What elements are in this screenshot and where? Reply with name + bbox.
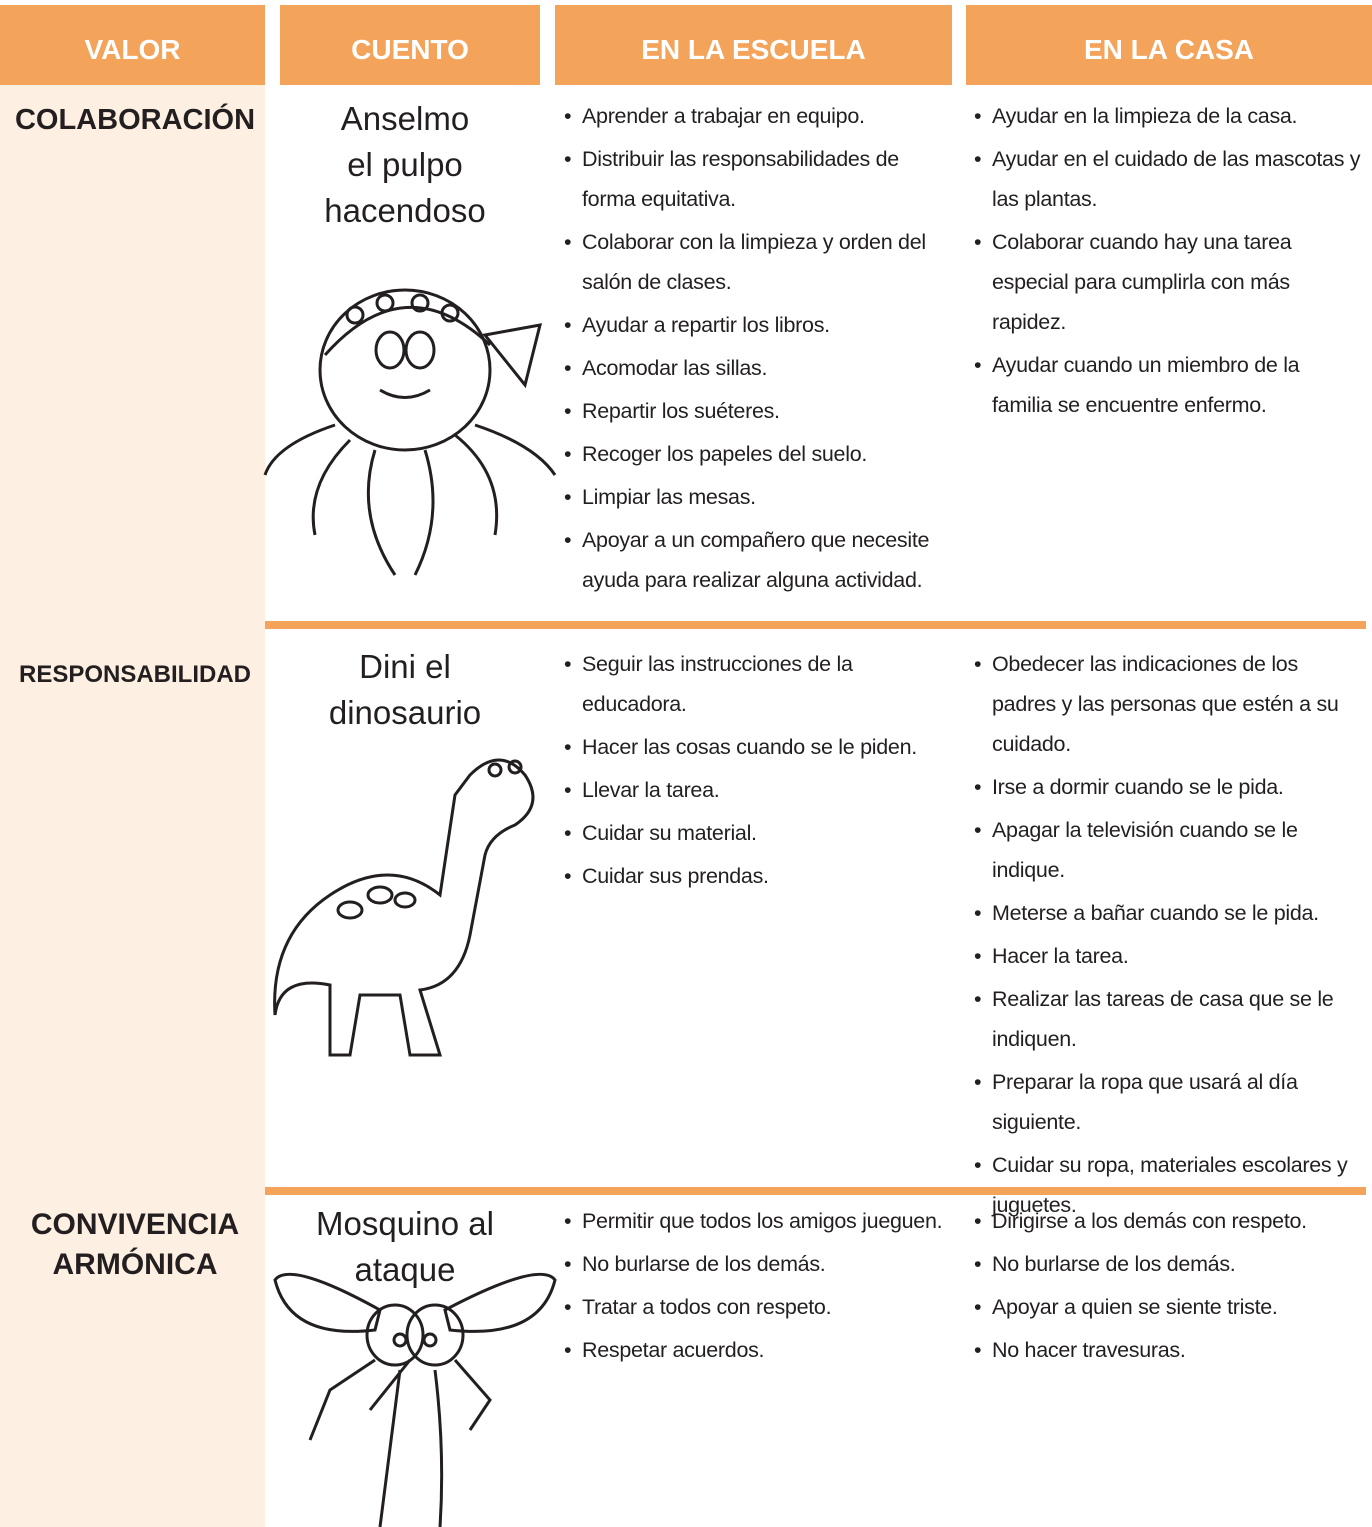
story-line: Anselmo — [340, 100, 470, 137]
dinosaur-illustration — [273, 758, 535, 1057]
list-item: Respetar acuerdos. — [560, 1330, 955, 1370]
list-item: Aprender a trabajar en equipo. — [560, 96, 955, 136]
header-cell: VALOR — [0, 5, 265, 85]
list-item: Recoger los papeles del suelo. — [560, 434, 955, 474]
list-item: Tratar a todos con respeto. — [560, 1287, 955, 1327]
list-item: Repartir los suéteres. — [560, 391, 955, 431]
value-text: CONVIVENCIA — [30, 1208, 240, 1241]
list-item: Limpiar las mesas. — [560, 477, 955, 517]
story-line: dinosaurio — [328, 694, 482, 731]
value-text: COLABORACIÓN — [14, 104, 256, 136]
list-item: Hacer la tarea. — [970, 936, 1365, 976]
story-line: el pulpo — [347, 146, 463, 183]
escuela-list: Permitir que todos los amigos jueguen.No… — [560, 1201, 955, 1373]
story-line: ataque — [354, 1251, 456, 1288]
list-item: Apoyar a quien se siente triste. — [970, 1287, 1365, 1327]
list-item: Cuidar sus prendas. — [560, 856, 955, 896]
list-item: Preparar la ropa que usará al día siguie… — [970, 1062, 1365, 1142]
story-line: Mosquino al — [316, 1205, 494, 1242]
value-text: RESPONSABILIDAD — [18, 661, 252, 688]
header-cell: CUENTO — [280, 5, 540, 85]
header-cell: EN LA CASA — [966, 5, 1372, 85]
list-item: Distribuir las responsabilidades de form… — [560, 139, 955, 219]
list-item: Irse a dormir cuando se le pida. — [970, 767, 1365, 807]
list-item: Ayudar en la limpieza de la casa. — [970, 96, 1365, 136]
casa-list: Obedecer las indicaciones de los padres … — [970, 644, 1365, 1228]
list-item: No burlarse de los demás. — [560, 1244, 955, 1284]
story-cell: Anselmo el pulpo hacendoso — [280, 96, 530, 234]
value-cell: CONVIVENCIA ARMÓNICA — [0, 1205, 270, 1285]
list-item: Colaborar cuando hay una tarea especial … — [970, 222, 1365, 342]
list-item: Llevar la tarea. — [560, 770, 955, 810]
mosquito-illustration — [273, 1272, 557, 1527]
list-item: Apoyar a un compañero que necesite ayuda… — [560, 520, 955, 600]
list-item: Ayudar a repartir los libros. — [560, 305, 955, 345]
list-item: Acomodar las sillas. — [560, 348, 955, 388]
list-item: Permitir que todos los amigos jueguen. — [560, 1201, 955, 1241]
list-item: Colaborar con la limpieza y orden del sa… — [560, 222, 955, 302]
value-cell: COLABORACIÓN — [0, 100, 270, 140]
row-separator — [265, 1187, 1366, 1195]
list-item: Ayudar en el cuidado de las mascotas y l… — [970, 139, 1365, 219]
list-item: Seguir las instrucciones de la educadora… — [560, 644, 955, 724]
list-item: Dirigirse a los demás con respeto. — [970, 1201, 1365, 1241]
list-item: No burlarse de los demás. — [970, 1244, 1365, 1284]
value-column-bg — [0, 85, 265, 1527]
casa-list: Ayudar en la limpieza de la casa.Ayudar … — [970, 96, 1365, 428]
casa-list: Dirigirse a los demás con respeto.No bur… — [970, 1201, 1365, 1373]
header-cell: EN LA ESCUELA — [555, 5, 952, 85]
story-cell: Dini el dinosaurio — [280, 644, 530, 736]
list-item: Hacer las cosas cuando se le piden. — [560, 727, 955, 767]
list-item: Apagar la televisión cuando se le indiqu… — [970, 810, 1365, 890]
value-cell: RESPONSABILIDAD — [0, 655, 270, 695]
escuela-list: Seguir las instrucciones de la educadora… — [560, 644, 955, 899]
value-text: ARMÓNICA — [52, 1248, 218, 1281]
list-item: No hacer travesuras. — [970, 1330, 1365, 1370]
story-line: hacendoso — [324, 192, 486, 229]
escuela-list: Aprender a trabajar en equipo.Distribuir… — [560, 96, 955, 603]
story-line: Dini el — [359, 648, 451, 685]
list-item: Meterse a bañar cuando se le pida. — [970, 893, 1365, 933]
story-cell: Mosquino al ataque — [280, 1201, 530, 1293]
list-item: Obedecer las indicaciones de los padres … — [970, 644, 1365, 764]
list-item: Ayudar cuando un miembro de la familia s… — [970, 345, 1365, 425]
list-item: Realizar las tareas de casa que se le in… — [970, 979, 1365, 1059]
list-item: Cuidar su ropa, materiales escolares y j… — [970, 1145, 1365, 1225]
octopus-illustration — [263, 288, 557, 576]
row-separator — [265, 621, 1366, 629]
list-item: Cuidar su material. — [560, 813, 955, 853]
